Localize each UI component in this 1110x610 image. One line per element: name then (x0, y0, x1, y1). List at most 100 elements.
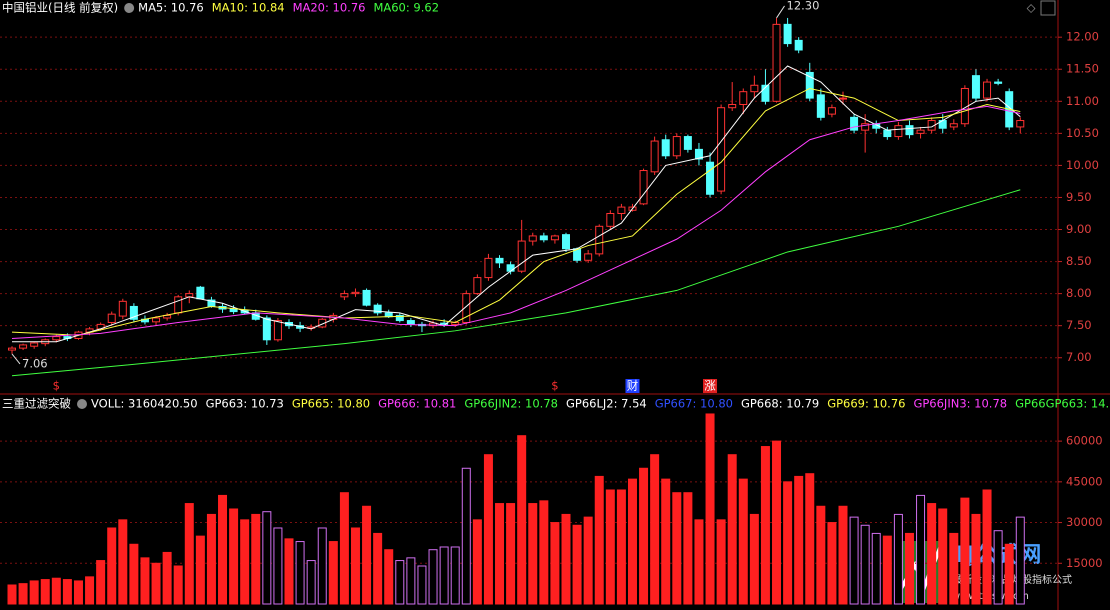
candle-body (52, 336, 61, 341)
candle-body (19, 344, 28, 349)
candle-body (739, 91, 748, 106)
candle-body (728, 104, 737, 109)
legend-entry: GP669: 10.76 (827, 397, 905, 411)
ma-line (11, 189, 1021, 377)
volume-bar (738, 478, 748, 605)
panel-title: 中国铝业(日线 前复权) (2, 1, 118, 15)
volume-bar (916, 494, 926, 605)
y-tick-label: 10.50 (1066, 126, 1099, 140)
candle-body (850, 116, 859, 131)
volume-bar (650, 454, 660, 605)
candle-body (273, 320, 282, 341)
volume-bar (683, 492, 693, 605)
volume-bar (783, 481, 793, 605)
corner-icon[interactable]: ◇ (1027, 1, 1036, 15)
candle-body (484, 257, 493, 279)
legend-entry: GP66JIN3: 10.78 (913, 397, 1007, 411)
volume-bar (860, 524, 870, 605)
legend-entry: GP665: 10.80 (292, 397, 370, 411)
volume-bar (40, 579, 50, 605)
annotation-pointer (776, 5, 785, 19)
candle-body (506, 264, 515, 272)
panel-menu[interactable] (77, 399, 87, 409)
volume-bar (7, 584, 17, 605)
volume-bar (882, 535, 892, 605)
candle-body (905, 125, 914, 136)
volume-bar (694, 519, 704, 605)
signal: 财 (627, 379, 639, 393)
candle-body (152, 317, 161, 323)
volume-bar (849, 516, 859, 605)
volume-bar (993, 530, 1003, 605)
volume-bar (450, 546, 460, 605)
volume-bar (295, 541, 305, 605)
volume-bar (772, 440, 782, 605)
annotation-pointer (11, 353, 21, 365)
volume-bar (151, 562, 161, 605)
candle-body (440, 322, 449, 325)
volume-bar (195, 535, 205, 605)
volume-bar (29, 580, 39, 605)
candle-body (129, 305, 138, 320)
candle-body (30, 342, 39, 347)
candle-body (717, 107, 726, 192)
volume-bar (140, 557, 150, 605)
y-tick-label: 9.50 (1066, 190, 1092, 204)
volume-bar (816, 505, 826, 605)
volume-bar (716, 519, 726, 605)
y-tick-label: 10.00 (1066, 158, 1099, 172)
candle-body (994, 81, 1003, 84)
volume-bar (317, 527, 327, 605)
y-tick-label: 11.00 (1066, 94, 1099, 108)
legend-entry: GP666: 10.81 (378, 397, 456, 411)
legend-entry: GP66GP663: 14.0 (1015, 397, 1110, 411)
candle-body (683, 136, 692, 150)
volume-bar (251, 513, 261, 605)
candle-body (539, 235, 548, 241)
volume-bar (1015, 516, 1025, 605)
volume-bar (395, 560, 405, 605)
volume-bar (62, 579, 72, 605)
volume-bar (350, 527, 360, 605)
candle-body (761, 84, 770, 102)
candle-body (196, 286, 205, 300)
candle-body (861, 123, 870, 131)
volume-bar (483, 454, 493, 605)
y-tick-label: 45000 (1066, 474, 1103, 488)
volume-bar (893, 513, 903, 605)
candle-body (706, 161, 715, 195)
volume-bar (938, 508, 948, 605)
candle-body (562, 234, 570, 250)
volume-bar (727, 454, 737, 605)
signal: $ (551, 379, 558, 393)
candle-body (340, 293, 349, 298)
volume-bar (594, 475, 604, 605)
volume-bar (760, 446, 770, 605)
candle-body (8, 347, 16, 351)
volume-bar (794, 475, 804, 605)
y-tick-label: 7.00 (1066, 350, 1092, 364)
ma-line (11, 105, 1021, 340)
candle-body (462, 293, 471, 323)
candle-body (606, 212, 615, 227)
candle-body (362, 289, 371, 306)
annotation: 12.30 (787, 0, 820, 12)
corner-box[interactable] (1040, 0, 1056, 16)
signal-box (703, 379, 718, 393)
y-tick-label: 8.00 (1066, 286, 1092, 300)
panel-menu[interactable] (124, 3, 135, 13)
candle-body (229, 308, 238, 313)
candle-body (118, 300, 127, 317)
volume-bar (838, 505, 848, 605)
volume-bar (927, 503, 937, 605)
candle-body (528, 235, 537, 242)
volume-bar (129, 543, 139, 605)
volume-bar (506, 503, 516, 605)
y-tick-label: 30000 (1066, 515, 1103, 529)
volume-bar (229, 508, 239, 605)
candle-body (839, 97, 847, 100)
volume-bar (871, 532, 881, 605)
candle-body (395, 314, 404, 322)
volume-bar (51, 577, 61, 605)
candle-body (816, 94, 825, 118)
